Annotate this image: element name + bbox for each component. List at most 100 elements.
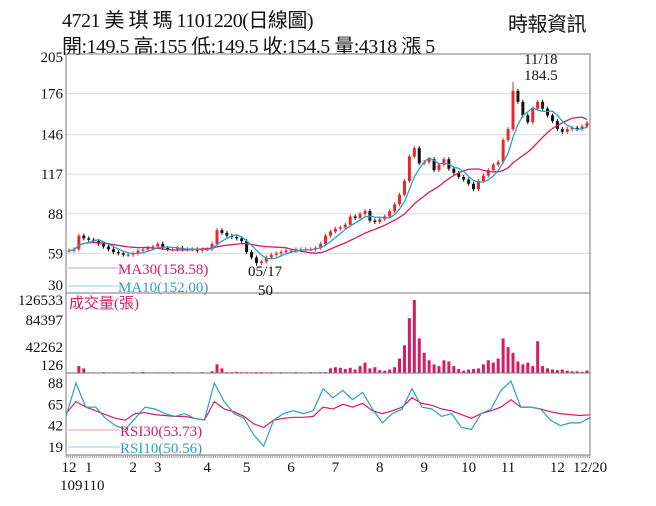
price-tick-label: 30 <box>48 278 63 294</box>
price-panel-frame <box>65 53 591 294</box>
panel-frames <box>65 53 591 458</box>
candle-body <box>87 238 91 240</box>
indicator-lines <box>65 107 591 448</box>
rsi-tick-label: 65 <box>48 397 63 413</box>
low-value-label: 50 <box>258 283 273 299</box>
candle-body <box>526 115 530 123</box>
volume-tick-label: 84397 <box>26 313 64 329</box>
quote-summary: 開:149.5 高:155 低:149.5 收:154.5 量:4318 漲 5 <box>62 36 435 58</box>
candle-body <box>151 246 155 248</box>
high-date-label: 11/18 <box>524 52 558 68</box>
x-tick-label: 9 <box>420 460 428 476</box>
candle-body <box>472 183 476 190</box>
year-label: 109110 <box>60 478 104 494</box>
x-tick-label: 1 <box>85 460 93 476</box>
candle-body <box>462 176 466 180</box>
volume-bar <box>417 338 421 373</box>
volume-bar <box>398 358 402 373</box>
candle-body <box>235 237 239 239</box>
volume-bar <box>472 368 476 373</box>
x-tick-label: 5 <box>243 460 251 476</box>
candle-body <box>245 241 249 253</box>
candle-body <box>417 148 421 164</box>
candle-body <box>457 172 461 177</box>
candle-body <box>141 249 145 251</box>
candle-body <box>146 247 150 250</box>
chart-title: 4721 美 琪 瑪 1101220(日線圖) <box>62 10 314 32</box>
candle-body <box>398 194 402 205</box>
volume-bar <box>141 371 145 373</box>
volume-bar <box>555 370 559 373</box>
volume-bar <box>358 366 362 373</box>
candle-body <box>343 224 347 228</box>
volume-bar <box>427 360 431 373</box>
candle-body <box>536 101 540 109</box>
volume-bar <box>585 370 589 373</box>
volume-bar <box>338 367 342 373</box>
candle-body <box>82 235 86 239</box>
x-tick-label: 12/20 <box>573 460 607 476</box>
volume-bar <box>215 364 219 373</box>
volume-bar <box>368 368 372 373</box>
volume-bar <box>363 362 367 373</box>
candle-body <box>259 261 263 263</box>
volume-bar <box>343 368 347 373</box>
volume-bar <box>407 318 411 373</box>
candle-body <box>506 129 510 141</box>
volume-bar <box>481 364 485 373</box>
candle-body <box>126 254 130 256</box>
volume-bar <box>447 361 451 373</box>
volume-bar <box>457 368 461 373</box>
candle-body <box>353 216 357 218</box>
candle-body <box>358 213 362 218</box>
volume-bar <box>437 366 441 373</box>
volume-bar <box>388 369 392 373</box>
candle-body <box>338 227 342 229</box>
candle-body <box>106 246 110 250</box>
candle-body <box>284 250 288 253</box>
volume-bar <box>82 368 86 373</box>
candle-body <box>67 250 71 252</box>
candle-body <box>102 243 106 247</box>
volume-bar <box>501 338 505 373</box>
volume-bar <box>432 364 436 373</box>
price-tick-label: 59 <box>48 246 63 262</box>
candle-body <box>550 115 554 121</box>
x-tick-label: 10 <box>461 460 476 476</box>
rsi10-legend: RSI10(50.56) <box>120 441 202 457</box>
candle-body <box>516 90 520 102</box>
x-axis-labels: 12 1 2 3 4 5 6 7 8 9 10 11 12 12/20 <box>62 460 608 476</box>
candle-body <box>363 211 367 214</box>
price-tick-label: 88 <box>48 207 63 223</box>
volume-bar <box>521 364 525 373</box>
candle-body <box>250 252 254 258</box>
volume-panel-frame <box>65 292 591 374</box>
high-value-label: 184.5 <box>524 68 558 84</box>
candle-body <box>195 249 199 251</box>
candle-body <box>319 243 323 248</box>
x-tick-label: 11 <box>501 460 515 476</box>
volume-bar <box>462 370 466 373</box>
volume-tick-label: 42262 <box>26 340 64 356</box>
candle-body <box>161 243 165 248</box>
volume-bar <box>210 371 214 373</box>
candle-body <box>585 122 589 127</box>
volume-bar <box>77 366 81 373</box>
candle-body <box>264 257 268 262</box>
rsi30-legend: RSI30(53.73) <box>120 424 202 440</box>
candle-body <box>378 219 382 222</box>
volume-bar <box>506 347 510 373</box>
candle-body <box>388 211 392 217</box>
volume-bar <box>536 341 540 373</box>
volume-bar <box>565 370 569 373</box>
candle-body <box>373 220 377 222</box>
price-tick-label: 117 <box>41 167 63 183</box>
candle-body <box>136 250 140 254</box>
volume-bar <box>412 300 416 373</box>
candle-body <box>121 253 125 255</box>
candle-body <box>176 247 180 250</box>
rsi-tick-label: 42 <box>48 419 63 435</box>
volume-bar <box>496 358 500 373</box>
